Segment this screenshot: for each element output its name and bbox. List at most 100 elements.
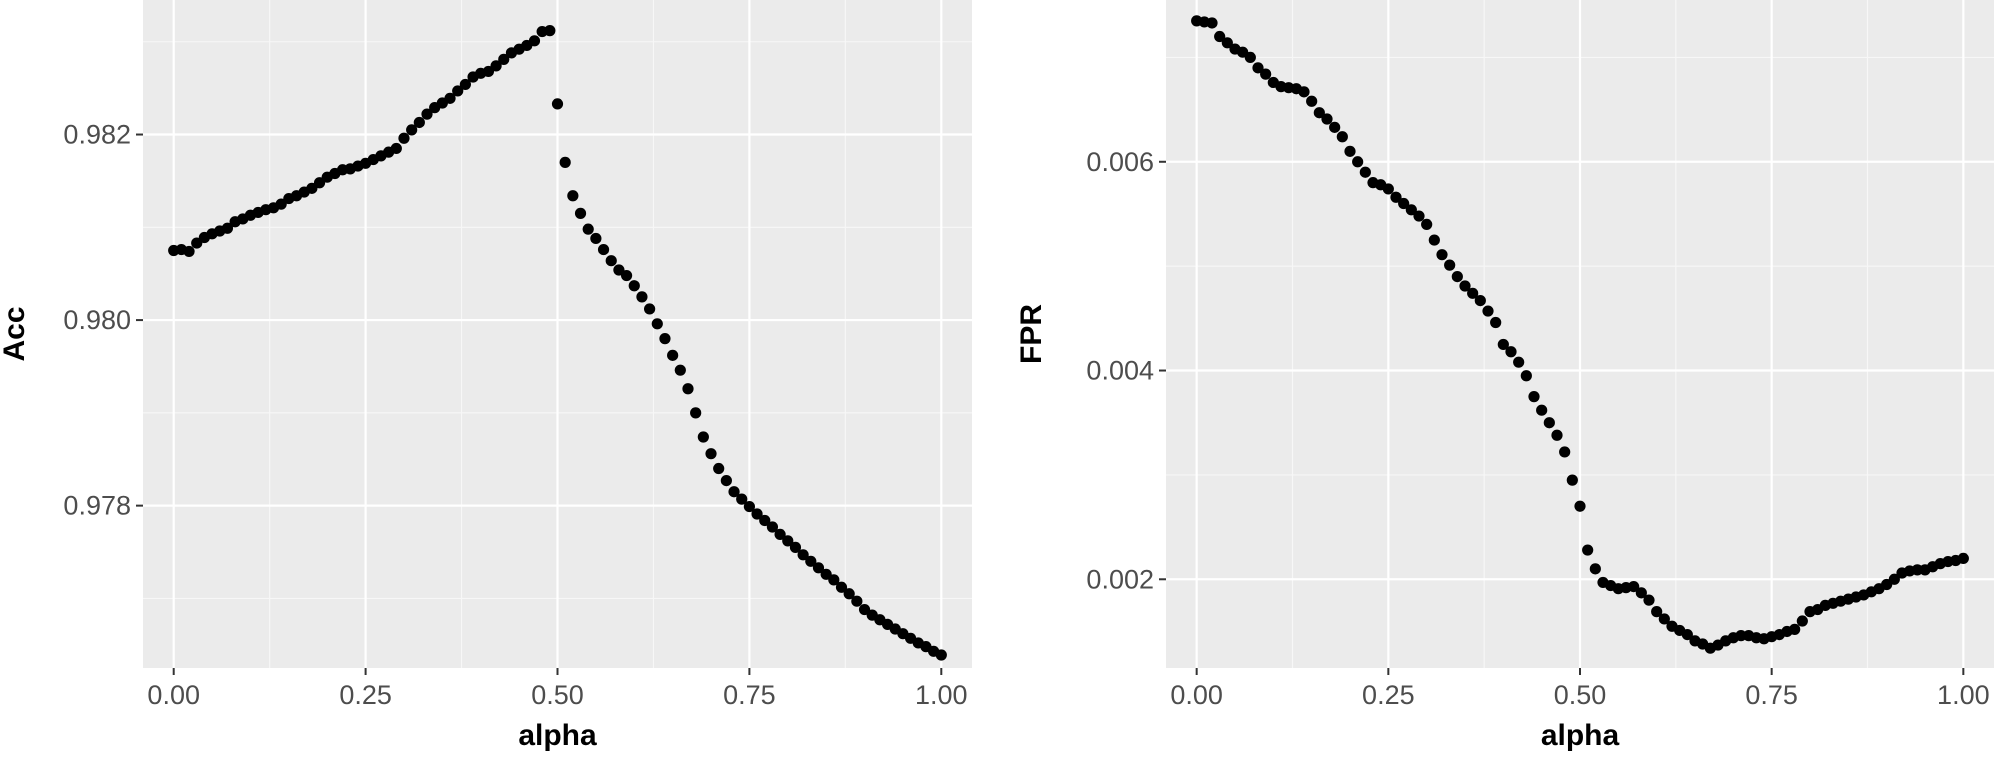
fpr-data-point [1789,623,1801,635]
fpr-data-point [1321,113,1333,125]
fpr-data-point [1735,630,1747,642]
acc-data-point [567,190,579,202]
acc-data-point [766,521,779,533]
fpr-data-point [1428,234,1440,246]
acc-y-tick-label: 0.982 [63,120,131,150]
fpr-data-point [1520,370,1532,382]
acc-x-axis-title: alpha [518,719,597,752]
fpr-data-point [1888,573,1900,585]
acc-y-tick-label: 0.978 [63,491,131,521]
fpr-x-tick-label: 1.00 [1937,680,1990,710]
fpr-data-point [1413,210,1425,222]
fpr-data-point [1451,270,1463,283]
acc-data-point [620,269,633,282]
acc-data-point [191,237,203,249]
acc-data-point [406,124,418,136]
fpr-data-point [1206,17,1218,29]
acc-data-point [482,65,495,78]
fpr-data-point [1260,68,1272,80]
acc-data-point [636,291,648,303]
acc-data-point [667,349,679,361]
fpr-data-point [1589,563,1601,575]
acc-x-tick-label: 0.00 [147,680,200,710]
acc-data-point [789,541,802,553]
fpr-data-point [1497,338,1509,351]
acc-data-point [605,255,617,267]
fpr-x-tick-label: 0.00 [1170,680,1223,710]
acc-data-point [736,493,748,505]
acc-data-point [459,78,471,91]
fpr-x-tick-label: 0.75 [1745,680,1798,710]
fpr-data-point [1306,95,1318,107]
acc-data-point [751,508,763,520]
acc-y-axis-title: Acc [0,306,31,361]
acc-data-point [812,562,825,574]
fpr-data-point [1528,391,1540,403]
fpr-x-tick-label: 0.25 [1362,680,1415,710]
acc-data-point [743,500,755,513]
acc-x-tick-label: 0.75 [723,680,776,710]
fpr-data-point [1336,131,1348,143]
acc-data-point [697,431,709,443]
acc-data-point [935,649,947,661]
fpr-x-tick-label: 0.50 [1554,680,1607,710]
fpr-data-point [1559,446,1571,458]
acc-data-point [713,462,725,475]
acc-data-point [574,207,587,219]
acc-data-point [728,486,740,498]
fpr-data-point [1329,121,1341,133]
fpr-data-point [1436,249,1448,261]
fpr-chart: 0.00 0.25 0.50 0.75 1.00 0.002 0.004 0.006 alpha… [1015,0,1994,752]
fpr-data-point [1911,564,1923,576]
fpr-data-point [1628,580,1640,593]
fpr-data-point [1582,544,1594,556]
fpr-data-point [1459,280,1471,292]
fpr-data-point [1536,404,1548,416]
fpr-data-point [1635,587,1647,599]
acc-data-point [805,555,817,567]
fpr-data-point [1244,51,1256,64]
acc-data-point [797,549,809,561]
acc-data-point [705,448,717,460]
acc-data-point [183,245,195,258]
fpr-data-point [1382,183,1394,195]
acc-data-point [551,98,564,110]
acc-data-point [559,156,571,168]
fpr-data-point [1421,218,1433,231]
fpr-data-point [1957,552,1969,565]
acc-data-point [759,514,771,527]
acc-data-point [528,35,541,47]
fpr-data-point [1467,287,1479,299]
acc-data-point [413,116,425,129]
fpr-data-point [1352,156,1364,168]
acc-data-point [221,222,234,234]
acc-data-point [498,53,510,65]
fpr-data-point [1398,197,1410,210]
acc-data-point [682,383,694,395]
fpr-data-point [1313,107,1325,119]
fpr-data-point [1681,629,1693,641]
acc-data-point [444,92,456,104]
acc-data-point [843,588,855,600]
fpr-data-point [1359,166,1371,178]
acc-data-point [659,333,671,345]
fpr-data-point [1796,615,1808,627]
acc-data-point [628,280,640,292]
fpr-data-point [1344,145,1356,157]
acc-data-point [835,581,848,593]
acc-data-point [644,303,656,315]
fpr-data-point [1252,62,1264,74]
fpr-data-point [1566,474,1578,486]
fpr-data-point [1490,316,1502,329]
acc-data-point [782,535,794,547]
acc-data-point [421,108,433,120]
acc-data-point [851,595,863,607]
fpr-data-point [1474,295,1486,307]
fpr-data-point [1298,86,1310,98]
fpr-y-tick-label: 0.004 [1086,356,1154,386]
acc-data-point [674,364,686,376]
acc-data-point [275,198,287,210]
fpr-data-point [1651,606,1663,618]
fpr-data-point [1482,305,1494,317]
